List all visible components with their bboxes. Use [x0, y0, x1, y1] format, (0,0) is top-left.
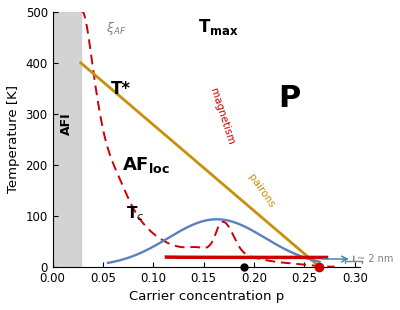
Bar	[53, 12, 81, 267]
Text: ~ 2 nm: ~ 2 nm	[357, 254, 393, 264]
Text: AF$_{\mathregular{loc}}$: AF$_{\mathregular{loc}}$	[122, 155, 170, 175]
Y-axis label: Temperature [K]: Temperature [K]	[7, 85, 20, 193]
Text: T$_c$: T$_c$	[126, 204, 144, 223]
Text: P: P	[278, 84, 300, 113]
X-axis label: Carrier concentration p: Carrier concentration p	[128, 290, 284, 303]
Text: AFI: AFI	[60, 113, 73, 135]
Text: magnetism: magnetism	[208, 87, 236, 146]
Text: pairons: pairons	[246, 173, 276, 210]
Text: T*: T*	[111, 80, 131, 98]
Text: $\xi_{AF}$: $\xi_{AF}$	[106, 20, 126, 37]
Text: T$_{\mathregular{max}}$: T$_{\mathregular{max}}$	[198, 17, 239, 37]
